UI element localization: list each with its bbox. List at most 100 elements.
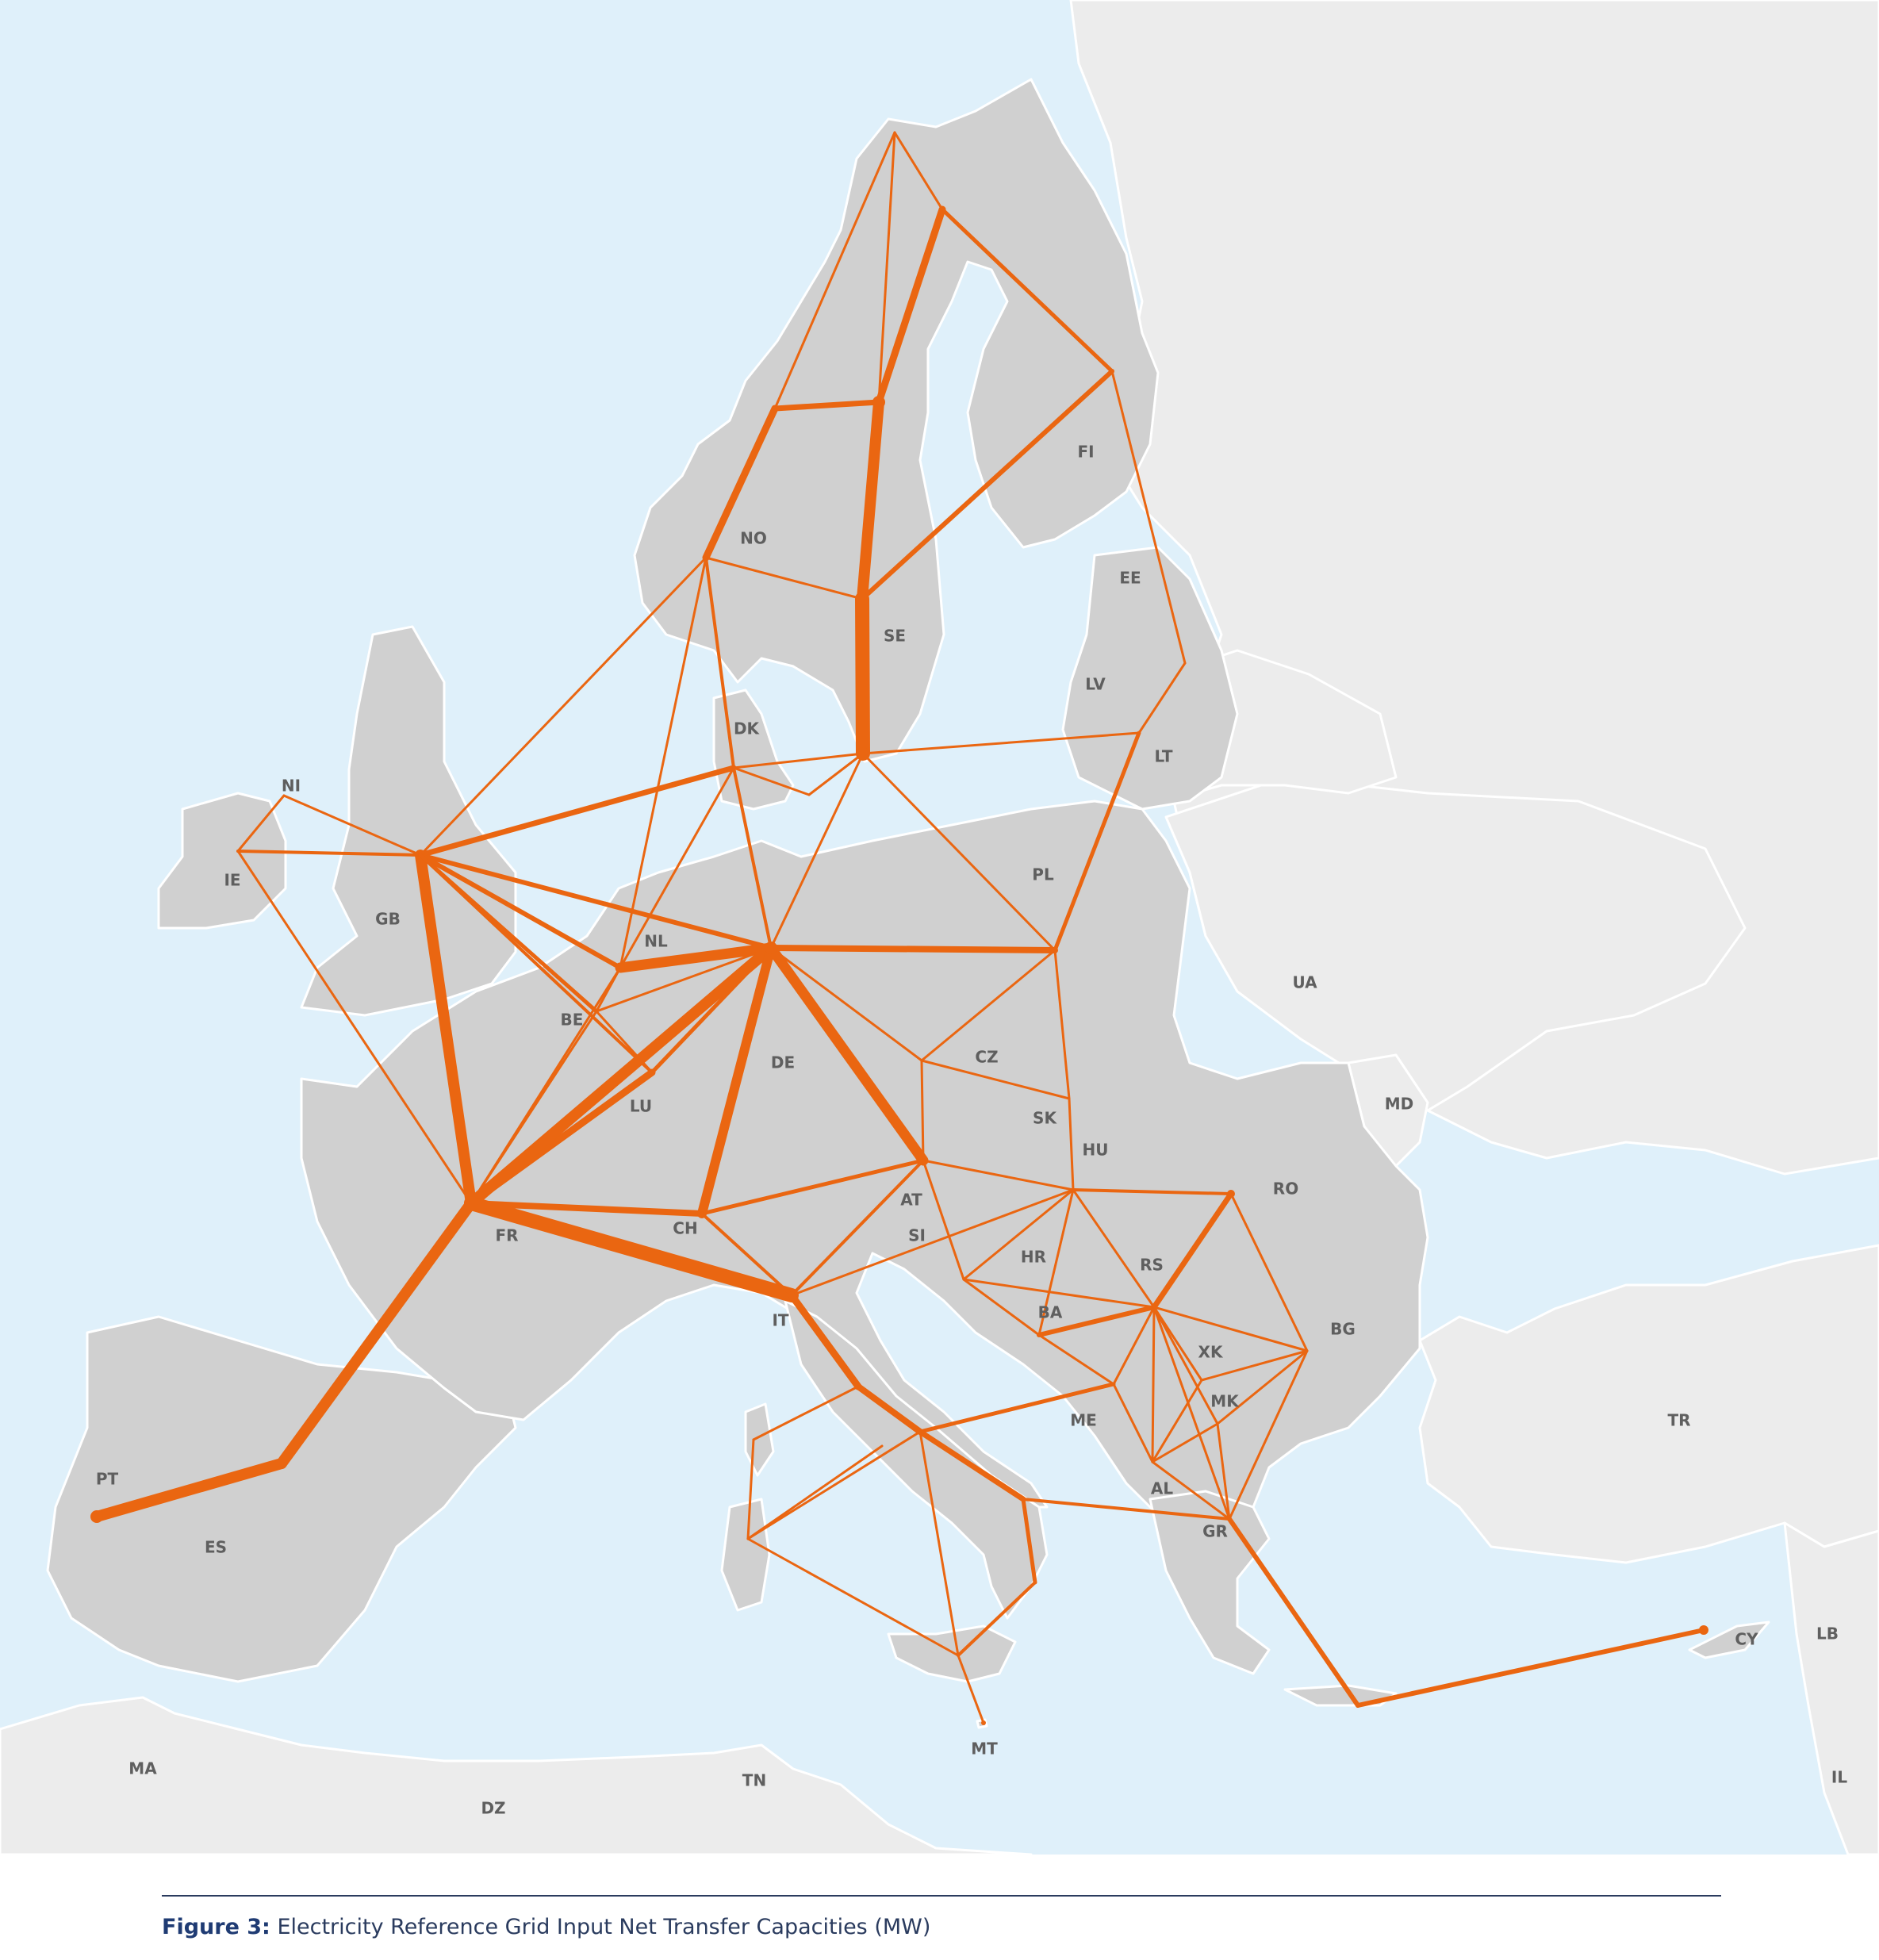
land-denmark [712, 688, 795, 811]
link-pl-sk [1053, 949, 1071, 1100]
land-baltics [1061, 546, 1239, 811]
node-se-north [872, 396, 885, 408]
link-se-lt [861, 731, 1141, 755]
label-lv: LV [1085, 675, 1106, 694]
label-mt: MT [971, 1739, 998, 1759]
label-ie: IE [224, 871, 240, 890]
label-lb: LB [1816, 1624, 1839, 1644]
label-pt: PT [96, 1470, 119, 1489]
link-ba-me [1037, 1333, 1115, 1386]
link-se-top [877, 131, 896, 404]
link-se-de [769, 752, 865, 949]
node-de [765, 942, 777, 954]
link-dk-de [732, 766, 773, 949]
link-al-mk [1151, 1422, 1219, 1463]
link-si-it [790, 1188, 1075, 1297]
label-nl: NL [644, 932, 668, 951]
link-pl-cz [920, 949, 1056, 1062]
link-hu-ba [1037, 1188, 1075, 1337]
link-fi-ee [1110, 370, 1187, 665]
link-cz-sk [920, 1059, 1071, 1100]
link-hu-rs [1072, 1188, 1156, 1309]
link-at-it [790, 1159, 925, 1297]
link-de-cz [769, 946, 923, 1062]
node-fr [464, 1196, 478, 1210]
label-ma: MA [128, 1759, 157, 1778]
link-dk-nl [619, 766, 735, 969]
link-sard-sicily [746, 1537, 960, 1657]
link-nl-de [615, 942, 777, 973]
link-nl-fr [470, 966, 622, 1205]
node-se-south [857, 747, 869, 760]
link-it-mid-sard [752, 1385, 860, 1441]
label-de: DE [771, 1053, 795, 1072]
link-dk-east [732, 766, 811, 796]
link-at-hu [922, 1159, 1075, 1191]
label-ni: NI [282, 777, 301, 796]
label-me: ME [1070, 1411, 1097, 1430]
label-gr: GR [1202, 1522, 1228, 1541]
map-frame: NO SE FI EE LV LT DK NI IE GB NL BE LU D… [0, 0, 1879, 1855]
label-dk: DK [734, 719, 761, 738]
label-es: ES [205, 1538, 227, 1557]
link-no-se [704, 556, 864, 600]
link-mk-bg [1216, 1349, 1309, 1425]
link-hu-ro [1072, 1188, 1233, 1195]
link-ni-gb [282, 794, 422, 857]
link-dk-gb [417, 765, 737, 858]
node-pt [90, 1510, 103, 1523]
link-gr-bg [1228, 1349, 1309, 1521]
link-se-pl [861, 752, 1056, 952]
link-be-de [595, 946, 773, 1013]
link-ie-fr [236, 850, 473, 1205]
link-ie-gb [236, 850, 422, 857]
link-rs-me [1112, 1306, 1156, 1386]
interconnection-map: NO SE FI EE LV LT DK NI IE GB NL BE LU D… [0, 0, 1879, 1855]
label-be: BE [561, 1011, 584, 1030]
link-lt-pl [1053, 731, 1141, 953]
label-il: IL [1831, 1768, 1847, 1787]
country-labels: NO SE FI EE LV LT DK NI IE GB NL BE LU D… [96, 443, 1848, 1818]
label-rs: RS [1140, 1256, 1164, 1275]
link-de-at [765, 942, 929, 1166]
label-tr: TR [1667, 1411, 1690, 1430]
link-fr-it [464, 1196, 799, 1302]
label-ee: EE [1119, 569, 1141, 588]
land-sicily [887, 1624, 1017, 1683]
label-cy: CY [1735, 1630, 1758, 1649]
land-scandinavia [633, 78, 1160, 763]
label-mk: MK [1210, 1392, 1240, 1411]
link-me-al [1112, 1383, 1154, 1463]
link-gb-nl [418, 853, 623, 970]
label-al: AL [1151, 1479, 1173, 1498]
link-se-dk-east [807, 752, 865, 796]
link-it-calabria-sicily [957, 1581, 1037, 1657]
link-sard-corse [746, 1438, 755, 1540]
link-no-dk [704, 556, 735, 769]
link-rs-al [1151, 1306, 1156, 1463]
label-ch: CH [673, 1219, 697, 1238]
node-ro [1227, 1190, 1235, 1198]
label-si: SI [908, 1226, 926, 1245]
label-sk: SK [1033, 1109, 1057, 1128]
link-rs-gr [1152, 1306, 1231, 1521]
link-hr-rs [962, 1278, 1156, 1309]
link-sk-hu [1068, 1097, 1075, 1191]
link-al-gr [1151, 1460, 1231, 1521]
label-se: SE [884, 627, 906, 646]
node-cy [1699, 1625, 1708, 1635]
link-no-se-mid [772, 399, 882, 412]
link-no-gb [419, 556, 708, 857]
link-it-mid-cs-west [746, 1444, 884, 1540]
label-md: MD [1385, 1095, 1414, 1114]
label-ro: RO [1273, 1179, 1298, 1199]
label-dz: DZ [481, 1799, 505, 1818]
caption-divider [162, 1895, 1721, 1897]
label-xk: XK [1198, 1343, 1224, 1362]
link-xk-bg [1200, 1349, 1309, 1382]
link-gb-fr [415, 850, 477, 1209]
link-mk-gr [1216, 1422, 1231, 1521]
link-it-mid-cs [855, 1383, 923, 1435]
link-it-cs-sicily [918, 1430, 960, 1657]
label-it: IT [772, 1311, 788, 1330]
